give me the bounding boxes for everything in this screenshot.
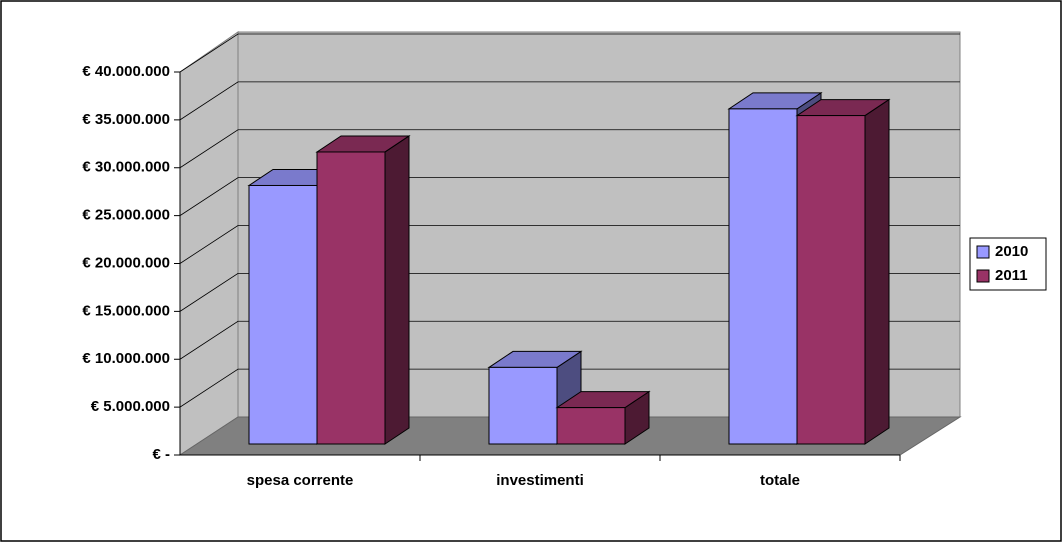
side-wall xyxy=(179,31,239,456)
bar xyxy=(795,98,891,445)
grid-line xyxy=(179,177,960,216)
x-tick-label: spesa corrente xyxy=(247,472,354,489)
grid-line xyxy=(179,33,960,73)
bar-front xyxy=(488,366,558,445)
bar-front xyxy=(796,115,866,445)
legend-swatch xyxy=(976,245,990,259)
legend: 2010 2011 xyxy=(969,237,1047,291)
grid-line xyxy=(179,320,960,360)
y-tick-label: € 20.000.000 xyxy=(82,254,170,271)
y-tick-label: € 25.000.000 xyxy=(82,207,170,224)
legend-label: 2011 xyxy=(995,267,1028,284)
grid-line xyxy=(179,368,960,408)
bar-front xyxy=(728,108,798,445)
bar xyxy=(555,390,651,445)
legend-swatch xyxy=(976,269,990,283)
bar xyxy=(315,135,411,445)
grid-line xyxy=(179,272,960,312)
y-tick-label: € 5.000.000 xyxy=(91,398,170,415)
y-tick-label: € 15.000.000 xyxy=(82,302,170,319)
x-tick-label: investimenti xyxy=(496,472,584,489)
x-tick-label: totale xyxy=(760,472,800,489)
grid-line xyxy=(179,129,960,169)
y-tick-label: € 35.000.000 xyxy=(82,111,170,128)
bar-side xyxy=(384,135,410,445)
bar-front xyxy=(556,407,626,445)
bar-front xyxy=(248,184,318,445)
bar-side xyxy=(864,98,890,445)
y-tick-label: € - xyxy=(152,446,170,463)
y-tick-label: € 30.000.000 xyxy=(82,159,170,176)
bar-front xyxy=(316,151,386,445)
y-tick-label: € 10.000.000 xyxy=(82,350,170,367)
grid-line xyxy=(179,225,960,264)
y-tick-label: € 40.000.000 xyxy=(82,63,170,80)
legend-label: 2010 xyxy=(995,243,1028,260)
grid-line xyxy=(179,81,960,121)
